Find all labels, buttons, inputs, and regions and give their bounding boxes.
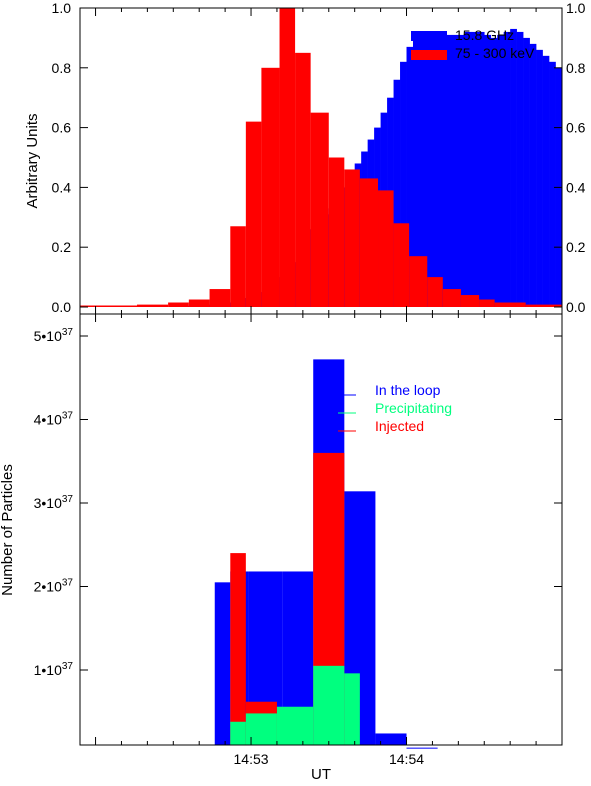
bar-75-300-kev	[168, 302, 189, 307]
top-ytick-label-right: 0.2	[566, 239, 586, 255]
bar-15-8-ghz	[425, 31, 433, 307]
bar-15-8-ghz	[406, 46, 414, 308]
bar-15-8-ghz	[503, 31, 511, 307]
top-ytick-label-left: 0.2	[52, 239, 72, 255]
bar-in-the-loop	[375, 733, 407, 745]
top-ytick-label-left: 0.0	[52, 299, 72, 315]
top-ytick-label-left: 0.6	[52, 120, 72, 136]
bar-15-8-ghz	[400, 61, 407, 307]
bar-75-300-kev	[209, 289, 231, 307]
bottom-ytick-label: 5•1037	[34, 327, 74, 344]
bottom-ytick-label: 2•1037	[34, 578, 74, 595]
bottom-xlabel: UT	[311, 766, 331, 783]
bar-15-8-ghz	[542, 55, 550, 308]
bar-15-8-ghz	[393, 79, 401, 307]
bar-75-300-kev	[137, 304, 169, 307]
bar-15-8-ghz	[471, 31, 479, 307]
bar-15-8-ghz	[412, 37, 420, 308]
bar-precipitating	[230, 721, 246, 745]
bar-75-300-kev	[80, 305, 138, 307]
bar-75-300-kev	[359, 178, 379, 307]
top-ytick-label-right: 0.0	[566, 299, 586, 315]
bar-75-300-kev	[525, 304, 562, 307]
top-legend: 15.8 GHz 75 - 300 keV	[411, 27, 535, 61]
bar-15-8-ghz	[458, 34, 466, 307]
top-ytick-label-left: 1.0	[52, 0, 72, 16]
legend-label-precipitating: Precipitating	[375, 400, 452, 416]
bar-75-300-kev	[344, 169, 360, 307]
bottom-xtick-label: 14:54	[389, 751, 424, 767]
bar-15-8-ghz	[484, 34, 492, 307]
bottom-xtick-label: 14:53	[234, 751, 269, 767]
bar-precipitating	[313, 665, 345, 745]
bar-75-300-kev	[460, 295, 480, 307]
top-panel: 0.0 0.0 0.2 0.2 0.4 0.4 0.6 0.6 0.8 0.8 1.0 1.0 Arb…	[24, 0, 586, 315]
bar-75-300-kev	[230, 226, 246, 307]
bottom-panel: 1•1037 2•1037 3•1037 4•1037 5•1037 14:53 14:54…	[0, 313, 563, 783]
bar-75-300-kev	[310, 112, 329, 308]
legend-swatch-75-300-kev	[411, 50, 447, 60]
bar-15-8-ghz	[490, 37, 498, 308]
bar-75-300-kev	[328, 157, 345, 307]
legend-swatch-15-8-ghz	[411, 31, 447, 41]
bar-15-8-ghz	[477, 31, 485, 307]
bar-15-8-ghz	[510, 28, 517, 308]
legend-label-injected: Injected	[375, 418, 424, 434]
top-ytick-label-right: 0.6	[566, 120, 586, 136]
bar-75-300-kev	[494, 302, 526, 307]
bar-injected	[230, 553, 246, 745]
bottom-axis-ticks: 1•1037 2•1037 3•1037 4•1037 5•1037 14:53 14:54	[34, 314, 563, 767]
bar-15-8-ghz	[536, 49, 543, 308]
bar-precipitating	[245, 713, 277, 745]
bar-15-8-ghz	[523, 37, 530, 308]
top-ytick-label-left: 0.8	[52, 60, 72, 76]
bar-15-8-ghz	[451, 34, 459, 307]
bar-15-8-ghz	[445, 34, 453, 307]
bar-75-300-kev	[393, 223, 410, 307]
bar-15-8-ghz	[549, 61, 556, 307]
top-ytick-label-right: 0.8	[566, 60, 586, 76]
bottom-ytick-label: 3•1037	[34, 494, 74, 511]
legend-label-in-the-loop: In the loop	[375, 382, 441, 398]
bar-15-8-ghz	[516, 31, 524, 307]
legend-label-15-8-ghz: 15.8 GHz	[455, 27, 514, 43]
series-75-300-kev-bars	[80, 8, 562, 308]
bottom-plot-frame	[79, 313, 563, 746]
bar-75-300-kev	[479, 299, 495, 307]
top-ytick-label-left: 0.4	[52, 179, 72, 195]
top-ytick-label-right: 0.4	[566, 179, 586, 195]
bar-75-300-kev	[378, 190, 394, 307]
bar-in-the-loop	[406, 747, 438, 749]
top-axis-ticks: 0.0 0.0 0.2 0.2 0.4 0.4 0.6 0.6 0.8 0.8 1.0 1.0	[52, 0, 586, 315]
bar-75-300-kev	[295, 52, 311, 307]
bottom-ytick-label: 1•1037	[34, 661, 74, 678]
bar-15-8-ghz	[464, 31, 472, 307]
bar-75-300-kev	[261, 67, 280, 307]
bottom-ylabel: Number of Particles	[0, 464, 16, 596]
bar-15-8-ghz	[419, 34, 427, 307]
bottom-ytick-label: 4•1037	[34, 411, 74, 428]
bar-75-300-kev	[442, 289, 461, 307]
bar-precipitating	[344, 673, 360, 745]
bar-precipitating	[276, 706, 314, 745]
bar-15-8-ghz	[529, 43, 537, 307]
bar-15-8-ghz	[432, 31, 440, 307]
bar-in-the-loop	[214, 582, 231, 745]
bar-15-8-ghz	[438, 31, 446, 307]
bar-75-300-kev	[279, 8, 296, 307]
bar-75-300-kev	[188, 299, 210, 307]
bar-75-300-kev	[409, 256, 428, 307]
bar-15-8-ghz	[497, 34, 504, 307]
top-ylabel: Arbitrary Units	[24, 113, 41, 208]
top-ytick-label-right: 1.0	[566, 0, 586, 16]
series-precipitating-bars	[230, 665, 360, 745]
legend-label-75-300-kev: 75 - 300 keV	[455, 45, 535, 61]
bar-75-300-kev	[427, 277, 443, 307]
bar-75-300-kev	[245, 121, 262, 308]
bottom-legend: In the loop Precipitating Injected	[338, 382, 452, 434]
